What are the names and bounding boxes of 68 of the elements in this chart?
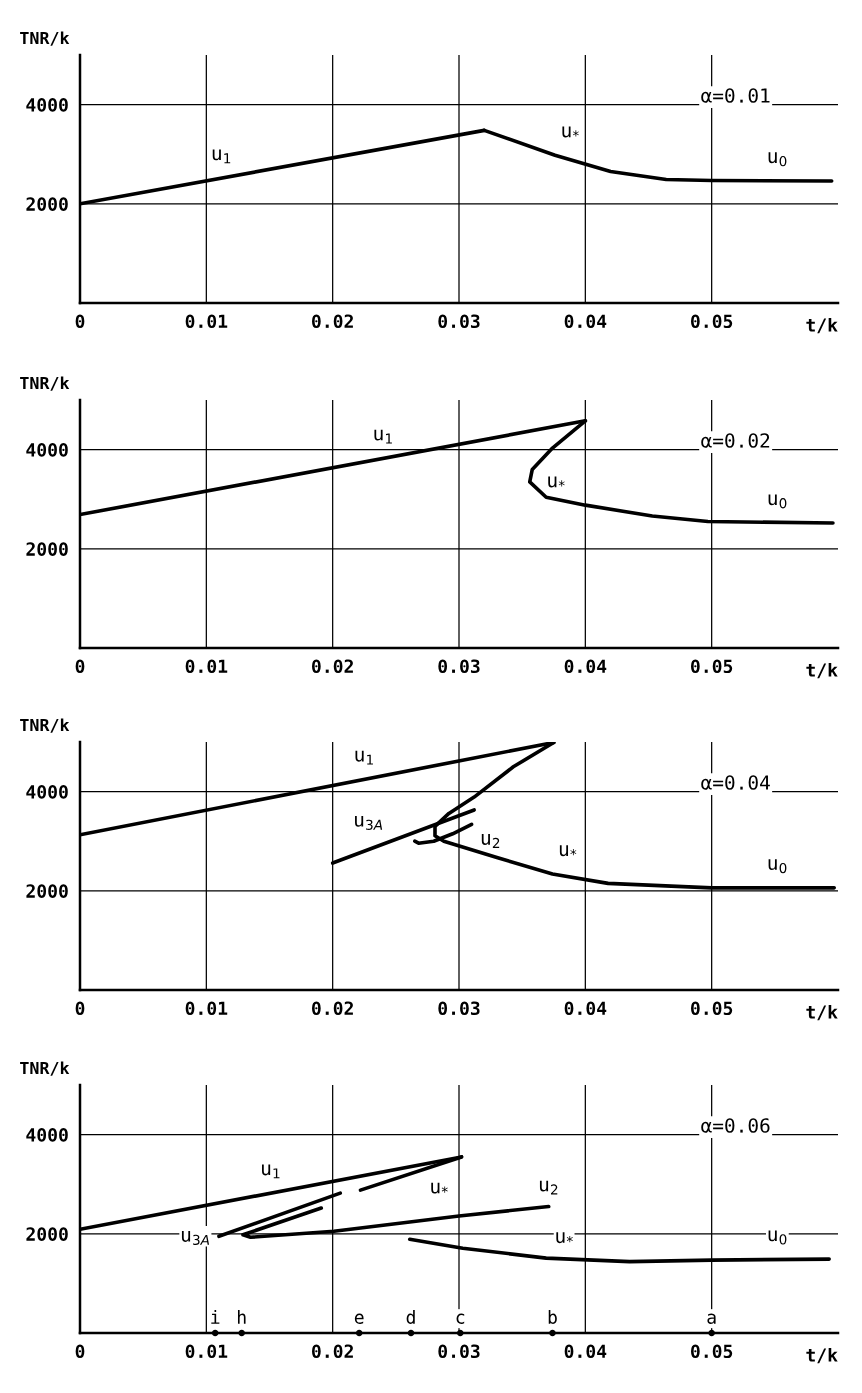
x-tick-label: 0.04 (564, 1344, 607, 1359)
x-tick-label: 0 (75, 314, 85, 329)
annotation: u$_{0}$ (768, 494, 787, 509)
annotation: α=0.06 (701, 1118, 770, 1133)
annotation: e (354, 1313, 364, 1324)
y-tick-label: 4000 (26, 1128, 68, 1142)
x-axis-title: t/k (806, 662, 838, 679)
x-tick-label: 0.05 (691, 1001, 733, 1016)
y-axis-title: TNR/k (20, 376, 70, 391)
series-label: u$_{*}$ (556, 1232, 573, 1244)
annotation: b (548, 1309, 557, 1324)
series-label: u$_{1}$ (212, 149, 231, 164)
y-tick-label: 2000 (26, 1227, 68, 1241)
y-tick-label: 4000 (26, 443, 68, 457)
annotation: u$_{0}$ (768, 152, 787, 167)
y-axis-title: TNR/k (20, 718, 70, 733)
x-tick-label: 0.03 (438, 1001, 480, 1016)
annotation: d (406, 1309, 415, 1324)
y-axis-title: TNR/k (20, 31, 70, 46)
x-tick-label: 0 (75, 1344, 85, 1359)
y-tick-label: 2000 (26, 542, 68, 556)
x-tick-label: 0.01 (185, 659, 228, 674)
x-tick-label: 0.01 (185, 1001, 228, 1016)
x-tick-label: 0.04 (564, 659, 607, 674)
x-tick-label: 0.05 (691, 1344, 733, 1359)
annotation: α=0.01 (701, 88, 770, 103)
x-tick-label: 0.02 (312, 314, 353, 329)
y-tick-label: 4000 (26, 785, 68, 799)
x-tick-label: 0.02 (312, 1344, 353, 1359)
x-axis-title: t/k (806, 1004, 838, 1021)
x-tick-label: 0.04 (564, 314, 607, 329)
x-axis-title: t/k (806, 317, 838, 334)
annotation: u$_{0}$ (768, 859, 787, 874)
y-tick-label: 2000 (26, 197, 68, 211)
series-label: u$_{2}$ (539, 1180, 558, 1195)
x-tick-label: 0.03 (438, 659, 480, 674)
series-label: u$_{1}$ (262, 1164, 280, 1179)
x-tick-label: 0.03 (438, 314, 480, 329)
x-axis-title: t/k (806, 1347, 838, 1364)
series-label: u$_{3A}$ (355, 815, 383, 830)
annotation: α=0.02 (701, 433, 770, 448)
series-label: u$_{1}$ (355, 750, 373, 765)
annotation: u$_{0}$ (768, 1230, 787, 1245)
x-tick-label: 0.01 (185, 1344, 228, 1359)
annotation: α=0.04 (701, 775, 770, 790)
series-label: u$_{*}$ (562, 126, 579, 138)
y-tick-label: 4000 (26, 98, 68, 112)
x-tick-label: 0.01 (185, 314, 228, 329)
x-tick-label: 0 (75, 659, 85, 674)
series-label: u$_{2}$ (481, 834, 500, 848)
annotation: i (211, 1309, 220, 1324)
series-label: u$_{*}$ (559, 845, 577, 857)
series-label: u$_{1}$ (374, 429, 392, 444)
x-tick-label: 0.03 (438, 1344, 480, 1359)
annotation: c (456, 1313, 465, 1324)
annotation: h (237, 1309, 246, 1324)
x-tick-label: 0.05 (691, 659, 733, 674)
series-label: u$_{3A}$ (181, 1231, 210, 1245)
x-tick-label: 0.02 (312, 1001, 353, 1016)
y-tick-label: 2000 (26, 884, 68, 898)
x-tick-label: 0.05 (691, 314, 733, 329)
x-tick-label: 0.04 (564, 1001, 607, 1016)
series-label: u$_{*}$ (548, 476, 565, 488)
x-tick-label: 0.02 (312, 659, 353, 674)
annotation: a (707, 1313, 716, 1324)
y-axis-title: TNR/k (20, 1061, 70, 1076)
series-label: u$_{*}$ (431, 1182, 448, 1194)
x-tick-label: 0 (75, 1001, 85, 1016)
